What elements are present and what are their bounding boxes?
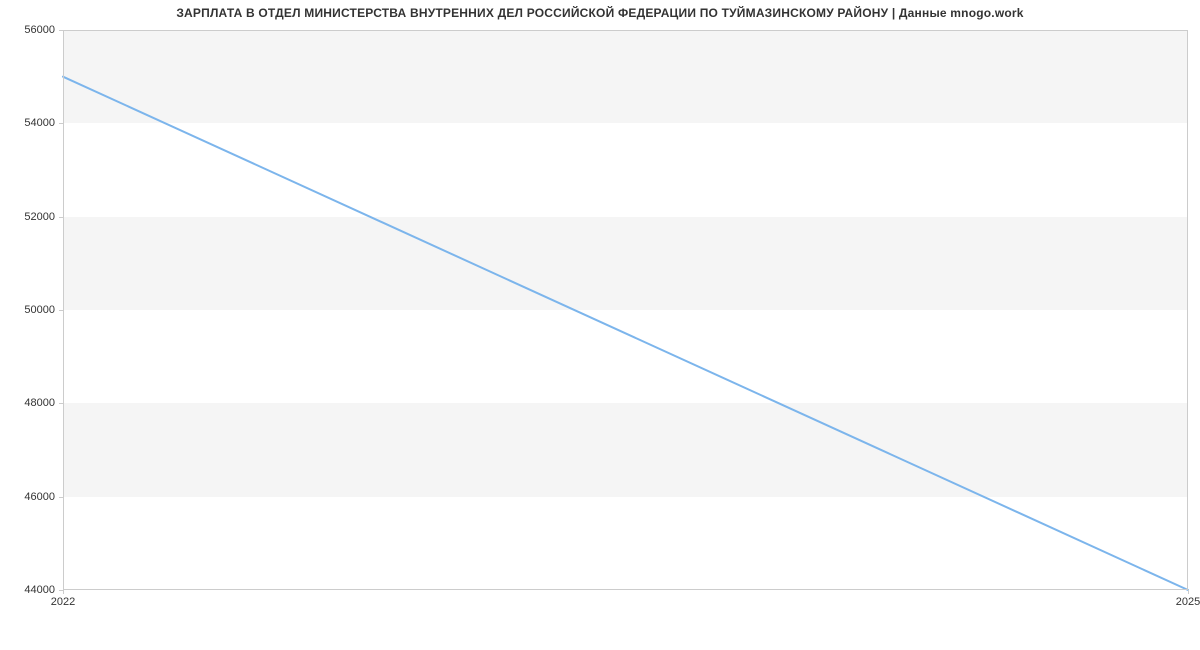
y-tick-mark <box>59 217 63 218</box>
chart-container: ЗАРПЛАТА В ОТДЕЛ МИНИСТЕРСТВА ВНУТРЕННИХ… <box>0 0 1200 650</box>
x-tick-mark <box>1188 590 1189 594</box>
plot-area: 4400046000480005000052000540005600020222… <box>63 30 1188 590</box>
y-tick-label: 44000 <box>24 584 55 596</box>
y-tick-mark <box>59 497 63 498</box>
y-tick-label: 46000 <box>24 491 55 503</box>
y-tick-label: 48000 <box>24 397 55 409</box>
x-tick-label: 2022 <box>51 596 75 608</box>
y-tick-mark <box>59 30 63 31</box>
data-line <box>63 77 1188 590</box>
x-tick-label: 2025 <box>1176 596 1200 608</box>
line-layer <box>63 30 1188 590</box>
y-tick-label: 52000 <box>24 211 55 223</box>
y-tick-label: 50000 <box>24 304 55 316</box>
x-tick-mark <box>63 590 64 594</box>
y-tick-mark <box>59 310 63 311</box>
y-tick-mark <box>59 123 63 124</box>
y-tick-mark <box>59 403 63 404</box>
y-tick-label: 54000 <box>24 117 55 129</box>
y-tick-label: 56000 <box>24 24 55 36</box>
chart-title: ЗАРПЛАТА В ОТДЕЛ МИНИСТЕРСТВА ВНУТРЕННИХ… <box>0 6 1200 20</box>
